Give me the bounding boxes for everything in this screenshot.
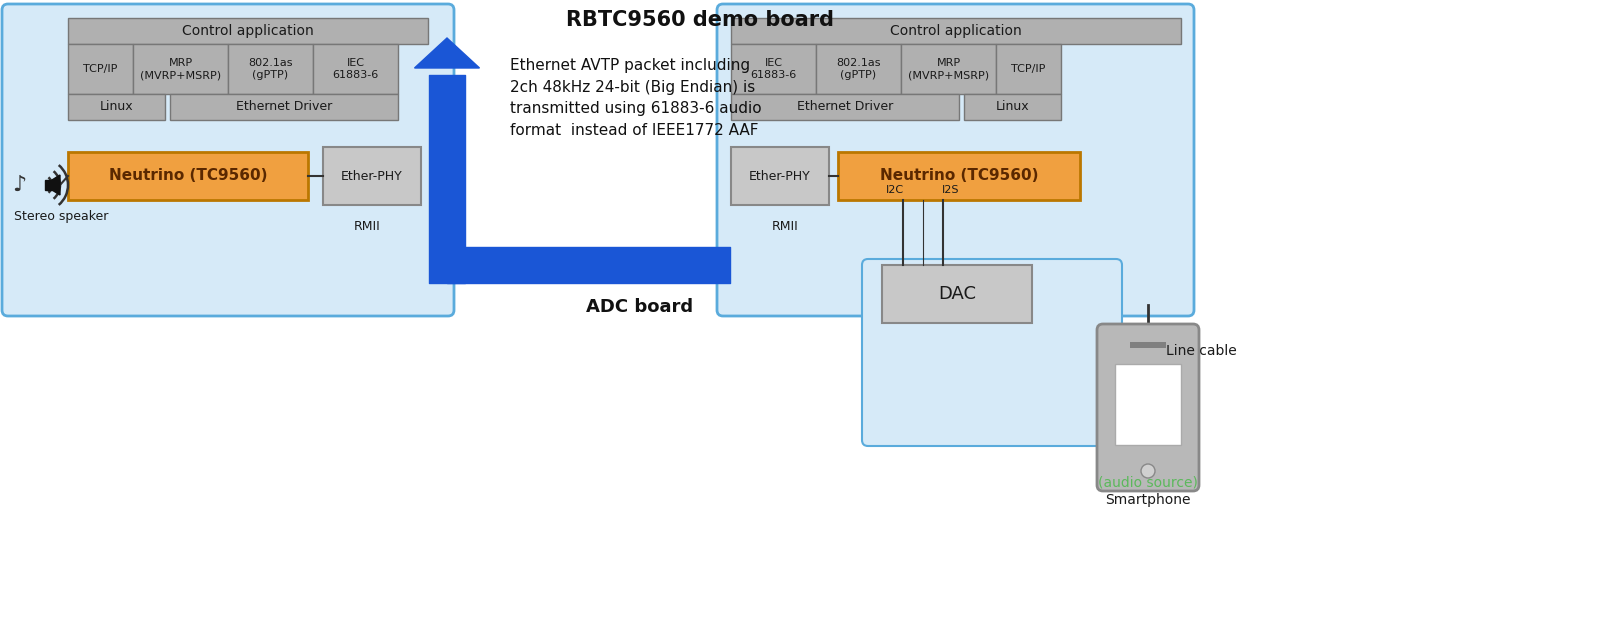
Text: ADC board: ADC board	[587, 298, 694, 316]
Text: Ether-PHY: Ether-PHY	[748, 170, 811, 182]
Bar	[731, 18, 1182, 44]
Text: Ethernet Driver: Ethernet Driver	[237, 101, 333, 113]
Bar	[69, 152, 309, 200]
Text: IEC
61883-6: IEC 61883-6	[333, 58, 379, 80]
Text: TCP/IP: TCP/IP	[1011, 64, 1046, 74]
Bar	[1130, 342, 1166, 348]
Text: Ethernet AVTP packet including
2ch 48kHz 24-bit (Big Endian) is
transmitted usin: Ethernet AVTP packet including 2ch 48kHz…	[510, 58, 761, 138]
Bar	[900, 44, 996, 94]
Text: Neutrino (TC9560): Neutrino (TC9560)	[109, 169, 267, 183]
Text: I2S: I2S	[942, 185, 959, 195]
Text: I2C: I2C	[886, 185, 903, 195]
Bar	[169, 94, 398, 120]
Circle shape	[1142, 464, 1154, 478]
Polygon shape	[414, 38, 480, 68]
Bar	[964, 94, 1062, 120]
Text: Smartphone: Smartphone	[1105, 493, 1191, 507]
Bar	[229, 44, 313, 94]
Bar	[1115, 364, 1182, 445]
Text: TCP/IP: TCP/IP	[83, 64, 118, 74]
Text: MRP
(MVRP+MSRP): MRP (MVRP+MSRP)	[908, 58, 990, 80]
Bar	[731, 147, 828, 205]
Text: IEC
61883-6: IEC 61883-6	[750, 58, 796, 80]
Bar	[731, 44, 815, 94]
Text: ♪: ♪	[13, 175, 26, 195]
Bar	[996, 44, 1062, 94]
Bar	[69, 18, 429, 44]
Text: Ethernet Driver: Ethernet Driver	[796, 101, 894, 113]
FancyBboxPatch shape	[862, 259, 1122, 446]
Text: Linux: Linux	[99, 101, 133, 113]
Bar	[69, 94, 165, 120]
Bar	[838, 152, 1079, 200]
FancyBboxPatch shape	[2, 4, 454, 316]
Text: 802.1as
(gPTP): 802.1as (gPTP)	[248, 58, 293, 80]
Bar	[731, 94, 959, 120]
Polygon shape	[53, 175, 61, 195]
Text: Control application: Control application	[182, 24, 313, 38]
Bar	[883, 265, 1031, 323]
Text: RMII: RMII	[353, 220, 381, 233]
Text: Line cable: Line cable	[1166, 344, 1236, 358]
Text: RBTC9560 demo board: RBTC9560 demo board	[566, 10, 835, 30]
Bar	[133, 44, 229, 94]
Bar	[815, 44, 900, 94]
Bar	[69, 44, 133, 94]
Text: Stereo speaker: Stereo speaker	[14, 210, 109, 223]
FancyBboxPatch shape	[1097, 324, 1199, 491]
Text: RMII: RMII	[772, 220, 798, 233]
FancyBboxPatch shape	[716, 4, 1194, 316]
Bar	[323, 147, 421, 205]
Text: (audio source): (audio source)	[1099, 476, 1198, 490]
Text: 802.1as
(gPTP): 802.1as (gPTP)	[836, 58, 881, 80]
Text: MRP
(MVRP+MSRP): MRP (MVRP+MSRP)	[141, 58, 221, 80]
Text: Linux: Linux	[996, 101, 1030, 113]
Text: Ether-PHY: Ether-PHY	[341, 170, 403, 182]
Text: Control application: Control application	[891, 24, 1022, 38]
Text: Neutrino (TC9560): Neutrino (TC9560)	[879, 169, 1038, 183]
Bar	[45, 180, 53, 190]
Text: DAC: DAC	[939, 285, 975, 303]
Bar	[313, 44, 398, 94]
